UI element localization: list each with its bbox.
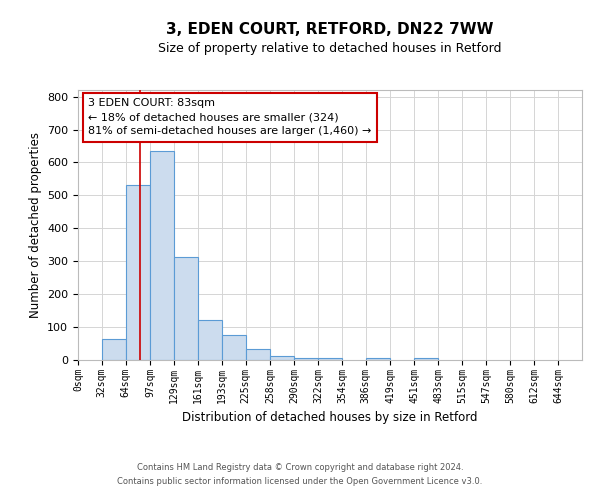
Text: 3 EDEN COURT: 83sqm
← 18% of detached houses are smaller (324)
81% of semi-detac: 3 EDEN COURT: 83sqm ← 18% of detached ho… [88,98,371,136]
Text: Contains HM Land Registry data © Crown copyright and database right 2024.: Contains HM Land Registry data © Crown c… [137,464,463,472]
Y-axis label: Number of detached properties: Number of detached properties [29,132,41,318]
Text: Size of property relative to detached houses in Retford: Size of property relative to detached ho… [158,42,502,55]
Bar [366,358,391,360]
Bar [318,358,342,360]
Bar [246,349,271,360]
Text: Contains public sector information licensed under the Open Government Licence v3: Contains public sector information licen… [118,477,482,486]
Bar [222,336,246,360]
Bar [151,151,174,360]
Text: 3, EDEN COURT, RETFORD, DN22 7WW: 3, EDEN COURT, RETFORD, DN22 7WW [166,22,494,38]
Bar [294,358,318,360]
Bar [198,320,222,360]
Bar [414,358,438,360]
Bar [174,258,198,360]
Bar [271,356,294,360]
Bar [102,338,126,360]
X-axis label: Distribution of detached houses by size in Retford: Distribution of detached houses by size … [182,411,478,424]
Bar [126,186,151,360]
